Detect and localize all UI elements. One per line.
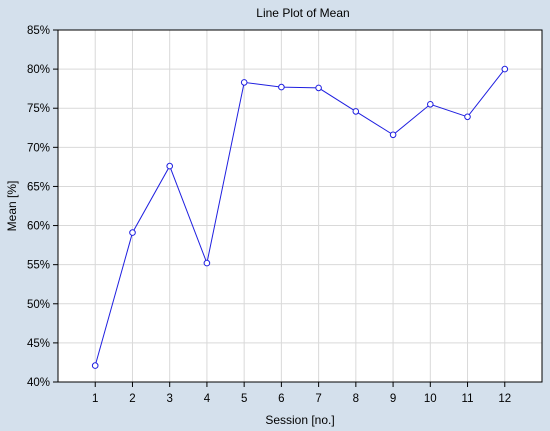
x-tick-label: 1 [92, 393, 98, 405]
tick-labels: 1 2 3 4 5 6 7 8 9 10 11 1240%45%50%55%60%65%70%75%8… [27, 25, 511, 405]
x-tick-label: 8 [353, 393, 359, 405]
x-axis-label: Session [no.] [265, 413, 334, 427]
data-point [203, 259, 211, 267]
y-axis-label: Mean [%] [5, 181, 19, 232]
data-point [315, 84, 322, 92]
x-tick-label: 3 [166, 393, 172, 405]
y-tick-label: 50% [27, 299, 50, 311]
data-point [464, 113, 471, 121]
data-point [166, 162, 173, 170]
data-point [389, 131, 397, 139]
data-point [129, 229, 136, 236]
x-tick-label: 2 [129, 393, 135, 405]
axis-ticks [53, 29, 506, 387]
x-tick-label: 12 [498, 393, 511, 405]
plot-area [58, 30, 542, 382]
series-line [94, 68, 506, 366]
y-tick-label: 55% [27, 260, 50, 272]
data-point [240, 79, 248, 86]
data-point [91, 362, 99, 369]
x-tick-label: 5 [241, 393, 247, 405]
data-point [501, 65, 509, 73]
y-tick-label: 40% [27, 377, 50, 389]
y-tick-label: 70% [27, 142, 50, 154]
x-tick-label: 7 [315, 393, 321, 405]
y-tick-label: 65% [27, 181, 50, 193]
y-tick-label: 85% [27, 25, 50, 37]
x-tick-label: 9 [390, 393, 396, 405]
y-tick-label: 45% [27, 338, 50, 350]
x-tick-label: 10 [424, 393, 437, 405]
x-tick-label: 4 [204, 393, 211, 405]
y-tick-label: 60% [27, 221, 50, 233]
x-tick-label: 6 [278, 393, 284, 405]
y-tick-label: 80% [27, 64, 50, 76]
data-point [427, 101, 434, 108]
data-point [352, 108, 360, 115]
series-layer [91, 65, 509, 369]
plot-frame [57, 29, 543, 383]
chart-title: Line Plot of Mean [256, 6, 349, 20]
data-point [278, 83, 285, 91]
y-tick-label: 75% [27, 103, 50, 115]
x-tick-label: 11 [462, 393, 474, 405]
